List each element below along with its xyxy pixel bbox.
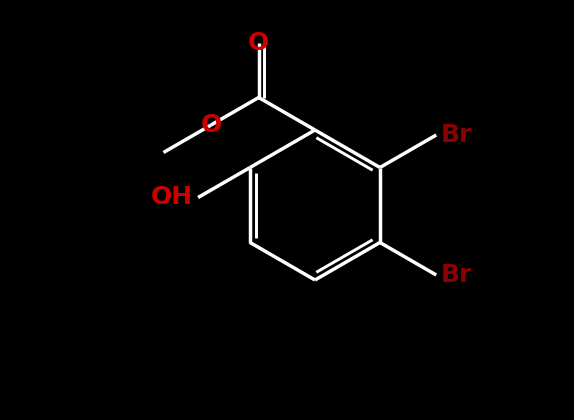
Text: O: O [200, 113, 222, 137]
Text: Br: Br [441, 263, 472, 287]
Text: OH: OH [151, 186, 193, 210]
Text: O: O [248, 31, 269, 55]
Text: Br: Br [441, 123, 472, 147]
